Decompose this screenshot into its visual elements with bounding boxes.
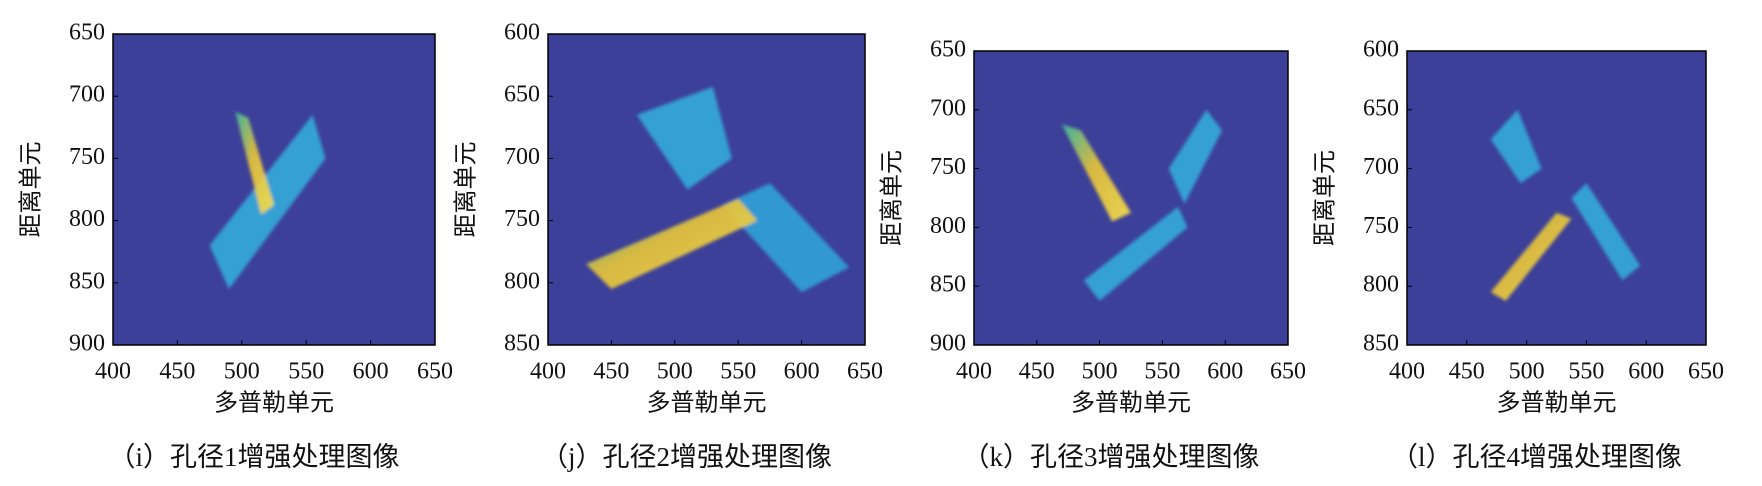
x-tick-label: 650 xyxy=(1688,359,1724,385)
image-background xyxy=(1407,51,1706,345)
target-shape xyxy=(1571,183,1641,281)
target-shape xyxy=(1083,206,1188,301)
y-tick-label: 650 xyxy=(930,37,966,63)
y-tick-label: 750 xyxy=(930,154,966,180)
y-tick-label: 800 xyxy=(69,206,105,232)
plot-frame xyxy=(973,50,1289,346)
x-tick-label: 500 xyxy=(1082,359,1118,385)
x-tick-label: 500 xyxy=(1509,359,1545,385)
x-tick-label: 450 xyxy=(1449,359,1485,385)
y-tick-label: 900 xyxy=(69,331,105,357)
y-tick-label: 650 xyxy=(1363,95,1399,121)
y-tick-label: 750 xyxy=(504,206,540,232)
target-shape xyxy=(1061,124,1131,222)
y-tick-label: 600 xyxy=(504,20,540,46)
y-tick-label: 800 xyxy=(504,268,540,294)
target-shape xyxy=(636,86,732,190)
x-tick-label: 650 xyxy=(1270,359,1306,385)
target-shape xyxy=(1168,109,1223,204)
x-axis-label: 多普勒单元 xyxy=(1071,390,1191,417)
y-axis-label: 距离单元 xyxy=(453,142,480,238)
target-image xyxy=(1061,109,1223,301)
x-axis-label: 多普勒单元 xyxy=(647,390,767,417)
y-tick-label: 850 xyxy=(930,272,966,298)
y-tick-label: 650 xyxy=(69,20,105,46)
y-tick-label: 650 xyxy=(504,82,540,108)
image-background xyxy=(974,51,1288,345)
x-tick-label: 400 xyxy=(95,359,131,385)
x-tick-label: 500 xyxy=(224,359,260,385)
target-shape xyxy=(1490,212,1572,301)
y-tick-label: 700 xyxy=(504,144,540,170)
target-image xyxy=(209,111,326,290)
target-shape xyxy=(586,198,758,290)
y-axis-label: 距离单元 xyxy=(18,142,45,238)
x-axis-label: 多普勒单元 xyxy=(214,390,334,417)
x-tick-label: 500 xyxy=(657,359,693,385)
target-image xyxy=(586,86,850,293)
x-tick-label: 600 xyxy=(353,359,389,385)
x-tick-label: 400 xyxy=(956,359,992,385)
y-tick-label: 750 xyxy=(69,144,105,170)
x-tick-label: 650 xyxy=(847,359,883,385)
y-tick-label: 850 xyxy=(1363,331,1399,357)
caption: （j）孔径2增强处理图像 xyxy=(541,442,832,472)
x-tick-label: 400 xyxy=(1389,359,1425,385)
plot-frame xyxy=(547,33,866,346)
y-tick-label: 750 xyxy=(1363,213,1399,239)
image-background xyxy=(548,34,865,345)
caption: （k）孔径3增强处理图像 xyxy=(963,442,1260,472)
plot-frame xyxy=(112,33,436,346)
y-axis-label: 距离单元 xyxy=(879,150,906,246)
y-axis-label: 距离单元 xyxy=(1312,150,1339,246)
target-shape xyxy=(235,111,274,215)
x-tick-label: 600 xyxy=(1628,359,1664,385)
x-tick-label: 650 xyxy=(417,359,453,385)
x-axis-label: 多普勒单元 xyxy=(1497,390,1617,417)
target-shape xyxy=(722,183,850,293)
x-tick-label: 550 xyxy=(1568,359,1604,385)
x-tick-label: 550 xyxy=(288,359,324,385)
caption: （i）孔径1增强处理图像 xyxy=(108,442,399,472)
plot-frame xyxy=(1406,50,1707,346)
target-image xyxy=(1490,109,1641,301)
y-tick-label: 600 xyxy=(1363,37,1399,63)
y-tick-label: 800 xyxy=(1363,272,1399,298)
y-tick-label: 850 xyxy=(69,268,105,294)
x-tick-label: 550 xyxy=(720,359,756,385)
x-tick-label: 450 xyxy=(593,359,629,385)
target-shape xyxy=(1490,109,1542,184)
y-tick-label: 850 xyxy=(504,331,540,357)
y-tick-label: 800 xyxy=(930,213,966,239)
x-tick-label: 400 xyxy=(530,359,566,385)
y-tick-label: 900 xyxy=(930,331,966,357)
y-tick-label: 700 xyxy=(1363,154,1399,180)
y-tick-label: 700 xyxy=(69,82,105,108)
x-tick-label: 600 xyxy=(1207,359,1243,385)
y-tick-label: 700 xyxy=(930,95,966,121)
x-tick-label: 450 xyxy=(1019,359,1055,385)
x-tick-label: 450 xyxy=(159,359,195,385)
caption: （l）孔径4增强处理图像 xyxy=(1391,442,1682,472)
x-tick-label: 550 xyxy=(1144,359,1180,385)
x-tick-label: 600 xyxy=(784,359,820,385)
